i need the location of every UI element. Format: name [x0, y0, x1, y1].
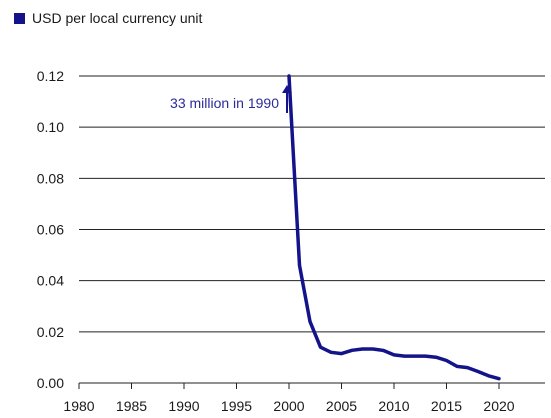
- x-tick-label: 2020: [483, 398, 514, 414]
- x-tick-label: 2005: [326, 398, 357, 414]
- x-tick-label: 2000: [273, 398, 304, 414]
- y-axis-tick-labels: 0.00 0.02 0.04 0.06 0.08 0.10 0.12: [37, 68, 64, 391]
- x-axis: 1980 1985 1990 1995 2000 2005 2010 2015 2020: [63, 383, 515, 414]
- legend-label: USD per local currency unit: [32, 10, 203, 26]
- series-line: [287, 74, 501, 381]
- legend: USD per local currency unit: [14, 10, 202, 26]
- annotation-label: 33 million in 1990: [170, 95, 279, 111]
- x-tick-label: 1985: [116, 398, 147, 414]
- annotation-arrow-head: [282, 85, 292, 93]
- x-tick-label: 2010: [378, 398, 409, 414]
- legend-swatch: [14, 12, 25, 24]
- y-tick-label: 0.06: [37, 222, 64, 238]
- x-tick-label: 1995: [221, 398, 252, 414]
- y-tick-label: 0.10: [37, 119, 64, 135]
- y-tick-label: 0.00: [37, 375, 64, 391]
- x-tick-label: 2015: [431, 398, 462, 414]
- annotation: 33 million in 1990: [170, 85, 292, 113]
- series-layer: [287, 74, 501, 381]
- y-tick-label: 0.02: [37, 324, 64, 340]
- x-tick-label: 1980: [63, 398, 94, 414]
- x-tick-label: 1990: [168, 398, 199, 414]
- y-tick-label: 0.04: [37, 273, 64, 289]
- gridlines: [79, 75, 545, 384]
- y-tick-label: 0.12: [37, 68, 64, 84]
- y-tick-label: 0.08: [37, 170, 64, 186]
